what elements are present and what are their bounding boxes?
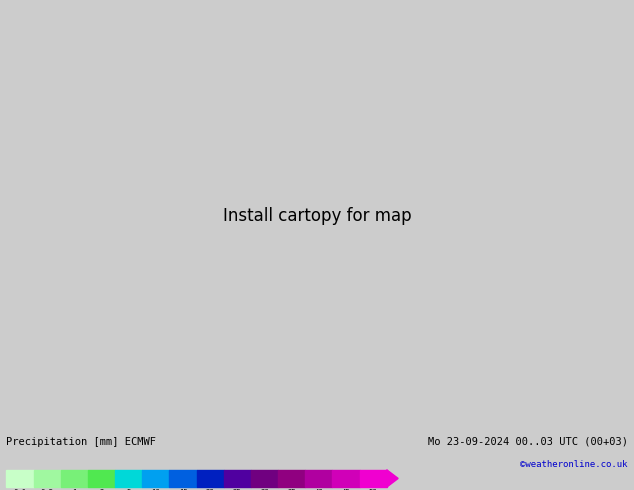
FancyArrow shape: [387, 470, 398, 487]
Bar: [88, 470, 115, 487]
Bar: [332, 470, 359, 487]
Bar: [34, 470, 61, 487]
Bar: [197, 470, 224, 487]
Text: Mo 23-09-2024 00..03 UTC (00+03): Mo 23-09-2024 00..03 UTC (00+03): [428, 437, 628, 447]
Text: ©weatheronline.co.uk: ©weatheronline.co.uk: [520, 460, 628, 469]
Text: Precipitation [mm] ECMWF: Precipitation [mm] ECMWF: [6, 437, 157, 447]
Text: Install cartopy for map: Install cartopy for map: [223, 207, 411, 225]
Bar: [142, 470, 169, 487]
Bar: [359, 470, 387, 487]
Bar: [251, 470, 278, 487]
Bar: [6, 470, 34, 487]
Bar: [169, 470, 197, 487]
Bar: [224, 470, 251, 487]
Bar: [278, 470, 305, 487]
Bar: [61, 470, 88, 487]
Bar: [115, 470, 142, 487]
Bar: [305, 470, 332, 487]
